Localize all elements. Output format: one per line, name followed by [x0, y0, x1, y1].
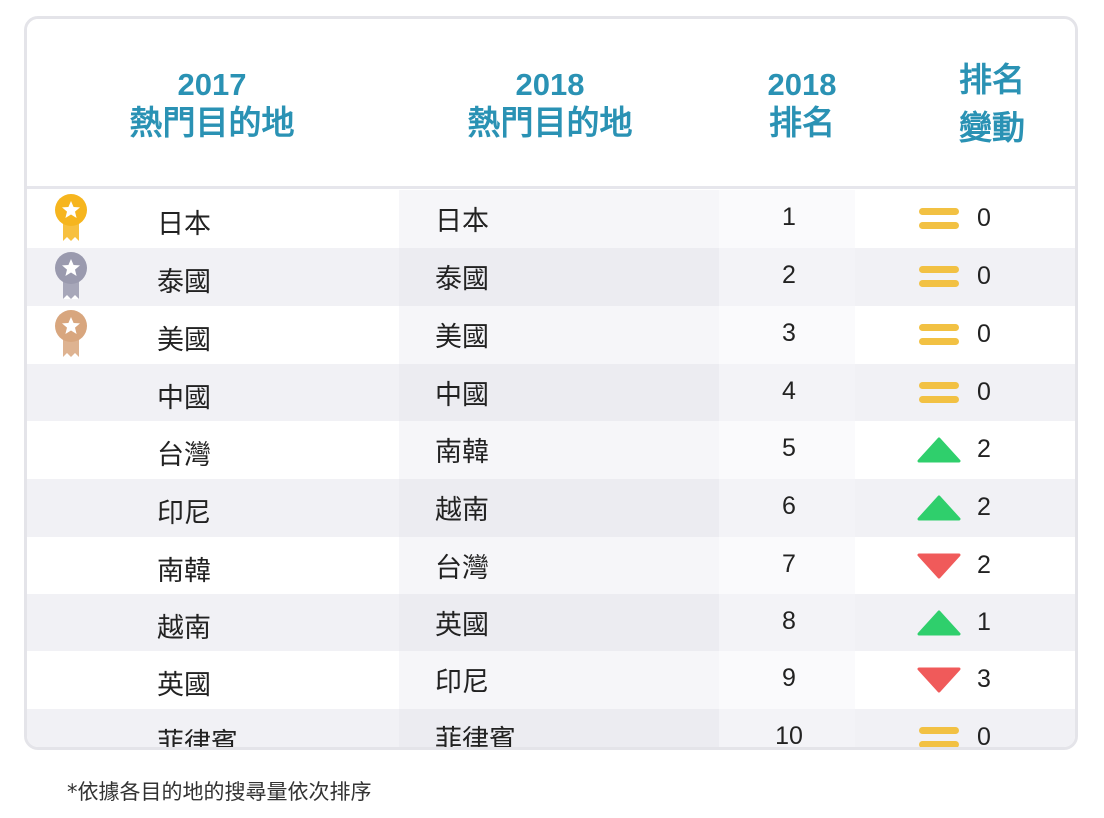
- rank-2018: 8: [782, 607, 796, 635]
- header-2017-label: 熱門目的地: [129, 102, 295, 142]
- table-row: 美國 美國 3 0: [27, 306, 1075, 364]
- header-change-line2: 變動: [959, 108, 1025, 147]
- column-shade-rank: [719, 537, 855, 594]
- destination-2017: 中國: [157, 383, 211, 414]
- column-shade-rank: [719, 190, 855, 248]
- column-shade-2018: [399, 421, 719, 479]
- table-row: 台灣 南韓 5 2: [27, 421, 1075, 479]
- rank-change-value: 1: [977, 608, 991, 636]
- column-shade-2018: [399, 190, 719, 248]
- rank-2018: 6: [782, 492, 796, 520]
- rank-change-value: 0: [977, 204, 991, 232]
- column-shade-2018: [399, 537, 719, 594]
- destination-2018: 美國: [435, 322, 489, 353]
- destination-2018: 印尼: [435, 667, 489, 698]
- column-shade-rank: [719, 479, 855, 537]
- header-2018-rank: 2018 排名: [722, 19, 882, 189]
- destination-2018: 南韓: [435, 437, 489, 468]
- table-row: 英國 印尼 9 3: [27, 651, 1075, 709]
- rank-change-value: 2: [977, 551, 991, 579]
- rank-change-value: 0: [977, 723, 991, 750]
- column-shade-2018: [399, 651, 719, 709]
- destination-2018: 英國: [435, 610, 489, 641]
- rank-2018: 10: [775, 722, 803, 750]
- header-2018-year: 2018: [515, 66, 585, 102]
- no-change-icon: [919, 382, 959, 403]
- rank-2018: 3: [782, 319, 796, 347]
- rank-change-value: 2: [977, 493, 991, 521]
- header-change-line1: 排名: [959, 60, 1025, 100]
- rank-up-icon: [917, 610, 961, 636]
- destination-2017: 南韓: [157, 556, 211, 587]
- no-change-icon: [919, 266, 959, 287]
- column-shade-rank: [719, 651, 855, 709]
- table-row: 印尼 越南 6 2: [27, 479, 1075, 537]
- table-row: 菲律賓 菲律賓 10 0: [27, 709, 1075, 750]
- gold-medal-icon: [55, 194, 87, 241]
- rank-2018: 4: [782, 377, 796, 405]
- table-row: 中國 中國 4 0: [27, 364, 1075, 421]
- column-shade-2018: [399, 594, 719, 651]
- destination-2017: 菲律賓: [157, 728, 238, 750]
- table-row: 泰國 泰國 2 0: [27, 248, 1075, 306]
- header-2017-year: 2017: [177, 66, 247, 102]
- rank-change-value: 0: [977, 378, 991, 406]
- table-row: 日本 日本 1 0: [27, 190, 1075, 248]
- destination-2017: 越南: [157, 613, 211, 644]
- destination-2018: 中國: [435, 380, 489, 411]
- rank-change-value: 0: [977, 262, 991, 290]
- destination-2017: 日本: [157, 209, 211, 240]
- rank-down-icon: [917, 667, 961, 693]
- column-shade-rank: [719, 421, 855, 479]
- destination-2017: 美國: [157, 325, 211, 356]
- rank-up-icon: [917, 495, 961, 521]
- destination-2018: 日本: [435, 206, 489, 237]
- column-shade-2018: [399, 248, 719, 306]
- destination-2018: 菲律賓: [435, 725, 516, 750]
- destination-2017: 台灣: [157, 440, 211, 471]
- rank-2018: 5: [782, 434, 796, 462]
- ranking-table: 2017 熱門目的地 2018 熱門目的地 2018 排名 排名 變動 日本 日本…: [24, 16, 1078, 750]
- rank-change-value: 3: [977, 665, 991, 693]
- rank-change-value: 2: [977, 435, 991, 463]
- table-header: 2017 熱門目的地 2018 熱門目的地 2018 排名 排名 變動: [27, 19, 1075, 189]
- column-shade-rank: [719, 306, 855, 364]
- column-shade-rank: [719, 364, 855, 421]
- rank-2018: 1: [782, 203, 796, 231]
- header-rank-year: 2018: [767, 66, 837, 102]
- column-shade-2018: [399, 364, 719, 421]
- column-shade-2018: [399, 479, 719, 537]
- column-shade-rank: [719, 248, 855, 306]
- column-shade-rank: [719, 594, 855, 651]
- destination-2018: 泰國: [435, 264, 489, 295]
- destination-2017: 印尼: [157, 498, 211, 529]
- header-rank-label: 排名: [769, 102, 835, 142]
- destination-2018: 越南: [435, 495, 489, 526]
- no-change-icon: [919, 324, 959, 345]
- header-rank-change: 排名 變動: [912, 19, 1072, 189]
- no-change-icon: [919, 208, 959, 229]
- column-shade-2018: [399, 709, 719, 747]
- destination-2018: 台灣: [435, 553, 489, 584]
- header-2017-destinations: 2017 熱門目的地: [87, 19, 337, 189]
- rank-up-icon: [917, 437, 961, 463]
- rank-2018: 7: [782, 550, 796, 578]
- rank-2018: 9: [782, 664, 796, 692]
- rank-down-icon: [917, 553, 961, 579]
- header-2018-destinations: 2018 熱門目的地: [425, 19, 675, 189]
- column-shade-rank: [719, 709, 855, 747]
- bronze-medal-icon: [55, 310, 87, 357]
- column-shade-2018: [399, 306, 719, 364]
- table-row: 越南 英國 8 1: [27, 594, 1075, 651]
- rank-2018: 2: [782, 261, 796, 289]
- destination-2017: 英國: [157, 670, 211, 701]
- footnote: *依據各目的地的搜尋量依次排序: [67, 780, 372, 804]
- no-change-icon: [919, 727, 959, 747]
- table-row: 南韓 台灣 7 2: [27, 537, 1075, 594]
- silver-medal-icon: [55, 252, 87, 299]
- rank-change-value: 0: [977, 320, 991, 348]
- header-2018-label: 熱門目的地: [467, 102, 633, 142]
- destination-2017: 泰國: [157, 267, 211, 298]
